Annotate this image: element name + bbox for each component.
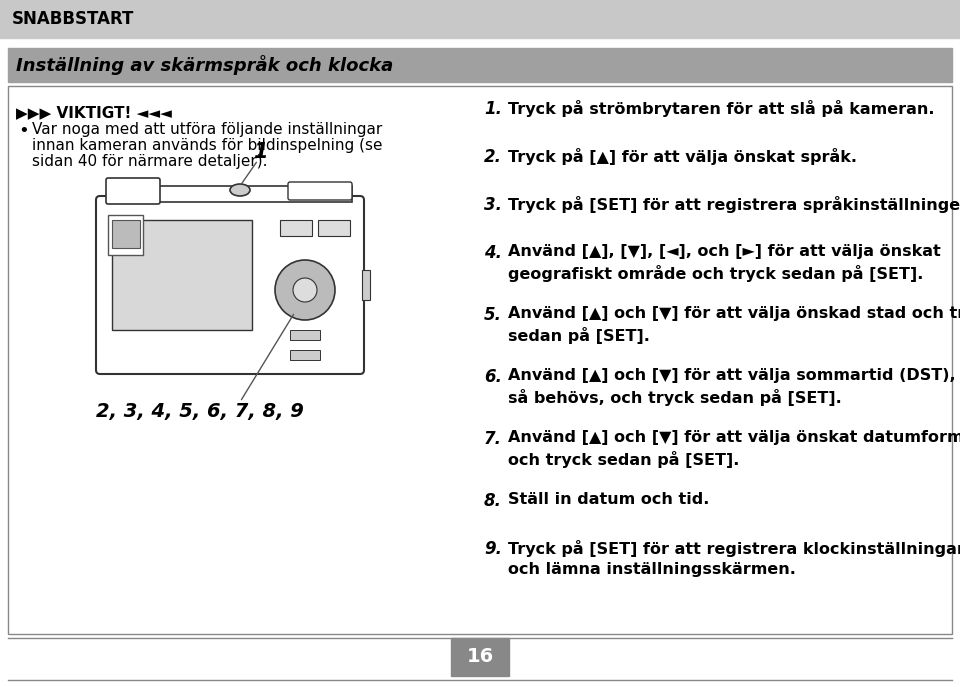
Bar — [8, 86, 952, 634]
Bar — [280, 220, 312, 236]
Text: Tryck på [SET] för att registrera språkinställningen.: Tryck på [SET] för att registrera språki… — [508, 196, 960, 213]
Bar — [112, 220, 252, 330]
Bar — [290, 350, 320, 360]
Bar — [108, 215, 143, 255]
Text: Använd [▲], [▼], [◄], och [►] för att välja önskat
geografiskt område och tryck : Använd [▲], [▼], [◄], och [►] för att vä… — [508, 244, 941, 282]
Text: Tryck på strömbrytaren för att slå på kameran.: Tryck på strömbrytaren för att slå på ka… — [508, 100, 934, 117]
Text: sidan 40 för närmare detaljer).: sidan 40 för närmare detaljer). — [32, 154, 268, 169]
Text: Tryck på [SET] för att registrera klockinställningarna
och lämna inställningsskä: Tryck på [SET] för att registrera klocki… — [508, 540, 960, 577]
Text: Tryck på [▲] för att välja önskat språk.: Tryck på [▲] för att välja önskat språk. — [508, 148, 857, 165]
Text: 4.: 4. — [484, 244, 502, 262]
Text: 2, 3, 4, 5, 6, 7, 8, 9: 2, 3, 4, 5, 6, 7, 8, 9 — [96, 403, 304, 422]
Text: 8.: 8. — [484, 492, 502, 510]
Bar — [318, 220, 350, 236]
Text: Använd [▲] och [▼] för att välja önskat datumformat
och tryck sedan på [SET].: Använd [▲] och [▼] för att välja önskat … — [508, 430, 960, 469]
Circle shape — [275, 260, 335, 320]
Bar — [362, 270, 370, 300]
Text: 7.: 7. — [484, 430, 502, 448]
Circle shape — [293, 278, 317, 302]
Text: Använd [▲] och [▼] för att välja önskad stad och tryck
sedan på [SET].: Använd [▲] och [▼] för att välja önskad … — [508, 306, 960, 344]
Bar — [112, 220, 140, 248]
Text: Var noga med att utföra följande inställningar: Var noga med att utföra följande inställ… — [32, 122, 382, 137]
Text: 6.: 6. — [484, 368, 502, 386]
Text: 9.: 9. — [484, 540, 502, 558]
Text: innan kameran används för bildinspelning (se: innan kameran används för bildinspelning… — [32, 138, 382, 153]
Text: 1.: 1. — [484, 100, 502, 118]
FancyBboxPatch shape — [288, 182, 352, 200]
FancyBboxPatch shape — [96, 196, 364, 374]
Bar — [451, 638, 509, 676]
Text: 5.: 5. — [484, 306, 502, 324]
Text: 16: 16 — [467, 648, 493, 666]
Text: 2.: 2. — [484, 148, 502, 166]
Text: 1: 1 — [252, 142, 267, 162]
Text: ▶▶▶ VIKTIGT! ◄◄◄: ▶▶▶ VIKTIGT! ◄◄◄ — [16, 105, 172, 120]
Bar — [8, 48, 952, 82]
Bar — [0, 0, 960, 38]
Text: Ställ in datum och tid.: Ställ in datum och tid. — [508, 492, 709, 507]
Bar — [108, 186, 352, 202]
Text: Använd [▲] och [▼] för att välja sommartid (DST), om
så behövs, och tryck sedan : Använd [▲] och [▼] för att välja sommart… — [508, 368, 960, 406]
Text: Inställning av skärmspråk och klocka: Inställning av skärmspråk och klocka — [16, 55, 394, 75]
Text: SNABBSTART: SNABBSTART — [12, 10, 134, 28]
Text: 3.: 3. — [484, 196, 502, 214]
FancyBboxPatch shape — [106, 178, 160, 204]
Bar — [290, 330, 320, 340]
Text: •: • — [18, 122, 29, 140]
Ellipse shape — [230, 184, 250, 196]
